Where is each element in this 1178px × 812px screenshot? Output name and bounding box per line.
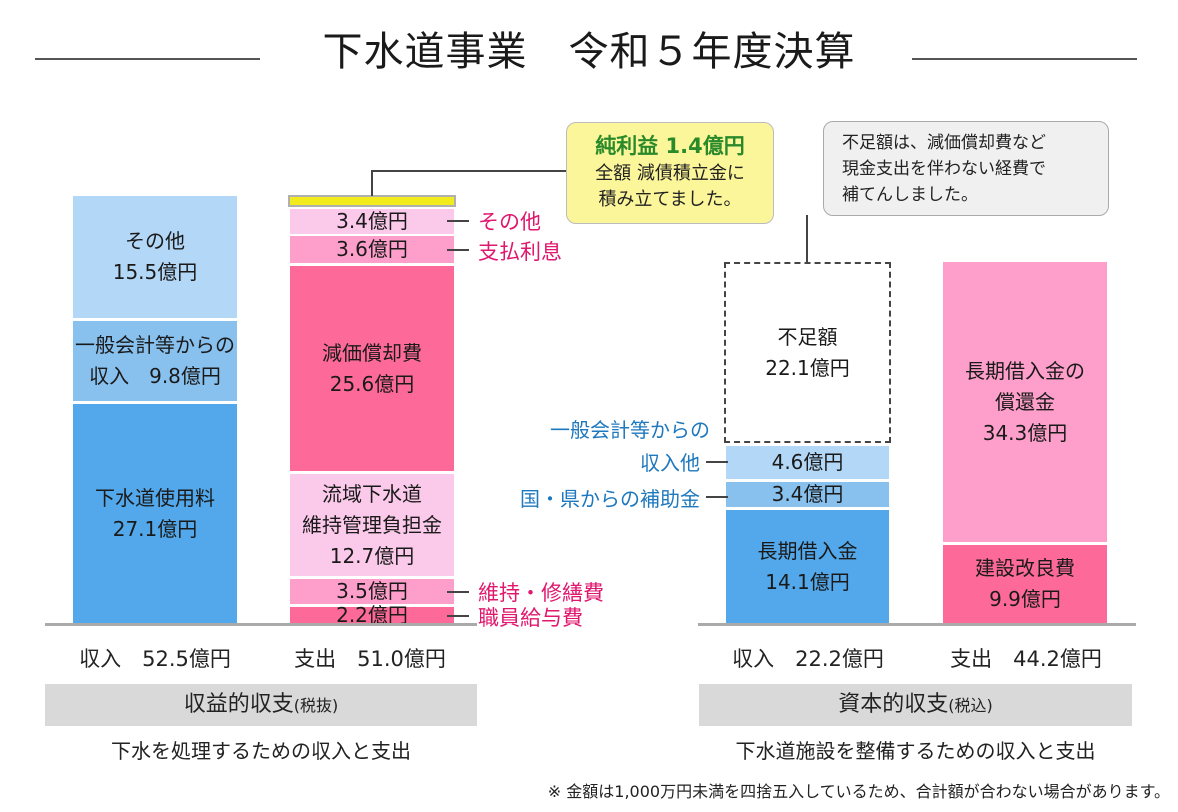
rev-income-general-line1: 一般会計等からの xyxy=(75,333,235,357)
rev-income-general-segment: 一般会計等からの 収入 9.8億円 xyxy=(73,321,237,401)
revenue-section-desc: 下水を処理するための収入と支出 xyxy=(111,739,411,763)
cap-expense-repay-line1: 長期借入金の xyxy=(965,358,1085,383)
rev-expense-repair-value: 3.5億円 xyxy=(336,579,408,603)
profit-callout-leader-h xyxy=(371,170,571,172)
shortfall-callout: 不足額は、減価償却費など 現金支出を伴わない経費で 補てんしました。 xyxy=(823,121,1109,216)
rev-income-other-segment: その他 15.5億円 xyxy=(73,196,237,318)
cap-baseline xyxy=(698,623,1136,626)
cap-income-general-value: 4.6億円 xyxy=(771,450,844,474)
rev-expense-staff-value: 2.2億円 xyxy=(336,603,408,627)
rev-expense-other-segment: 3.4億円 xyxy=(290,209,454,234)
rev-expense-depreciation-segment: 減価償却費 25.6億円 xyxy=(290,266,454,471)
cap-side-tick-general xyxy=(706,461,728,463)
side-tick-repair xyxy=(447,591,469,593)
cap-income-loan-value: 14.1億円 xyxy=(765,569,850,594)
rev-expense-profit-segment xyxy=(288,195,456,207)
rev-expense-basin-line2: 維持管理負担金 xyxy=(302,512,442,537)
rev-expense-interest-segment: 3.6億円 xyxy=(290,236,454,263)
rev-income-other-name: その他 xyxy=(125,229,185,253)
shortfall-callout-line1: 不足額は、減価償却費など xyxy=(842,133,1046,153)
cap-income-subsidy-segment: 3.4億円 xyxy=(726,482,889,507)
cap-income-loan-segment: 長期借入金 14.1億円 xyxy=(726,510,889,623)
side-tick-other xyxy=(447,220,469,222)
shortfall-callout-line2: 現金支出を伴わない経費で xyxy=(842,159,1046,179)
side-tick-staff xyxy=(447,615,469,617)
page-title: 下水道事業 令和５年度決算 xyxy=(322,29,856,75)
footnote: ※ 金額は1,000万円未満を四捨五入しているため、合計額が合わない場合がありま… xyxy=(547,782,1170,801)
capital-section-desc: 下水道施設を整備するための収入と支出 xyxy=(735,739,1096,763)
rev-expense-interest-value: 3.6億円 xyxy=(336,237,408,261)
title-rule-right xyxy=(912,58,1137,60)
capital-section-title: 資本的収支 xyxy=(838,692,949,717)
cap-income-subsidy-value: 3.4億円 xyxy=(771,482,844,506)
revenue-section-note: (税抜) xyxy=(293,696,339,715)
cap-expense-build-value: 9.9億円 xyxy=(989,587,1061,611)
cap-side-general-line2: 収入他 xyxy=(640,451,700,475)
rev-expense-depreciation-name: 減価償却費 xyxy=(322,340,422,365)
rev-income-general-line2: 収入 9.8億円 xyxy=(89,364,221,388)
rev-income-fee-value: 27.1億円 xyxy=(112,516,198,541)
cap-expense-total: 支出 44.2億円 xyxy=(950,647,1102,671)
profit-callout-title: 純利益 1.4億円 xyxy=(595,134,745,158)
shortfall-callout-leader xyxy=(806,215,808,264)
capital-section-note: (税込) xyxy=(948,696,993,715)
cap-income-shortfall-value: 22.1億円 xyxy=(765,355,850,380)
rev-income-fee-name: 下水道使用料 xyxy=(95,485,215,510)
profit-callout-line2: 積み立てました。 xyxy=(598,189,742,210)
rev-expense-depreciation-value: 25.6億円 xyxy=(329,371,415,396)
side-label-other: その他 xyxy=(478,210,541,234)
cap-expense-repay-value: 34.3億円 xyxy=(982,420,1068,445)
cap-expense-repay-line2: 償還金 xyxy=(995,389,1055,414)
cap-income-total: 収入 22.2億円 xyxy=(732,647,884,671)
profit-callout: 純利益 1.4億円 全額 減債積立金に 積み立てました。 xyxy=(566,122,774,224)
cap-income-general-segment: 4.6億円 xyxy=(726,446,889,479)
rev-income-total: 収入 52.5億円 xyxy=(79,647,231,671)
cap-side-general-line1: 一般会計等からの xyxy=(550,418,710,442)
side-tick-interest xyxy=(447,249,469,251)
rev-expense-other-value: 3.4億円 xyxy=(336,209,408,233)
title-rule-left xyxy=(35,58,260,60)
cap-side-subsidy: 国・県からの補助金 xyxy=(520,487,700,511)
rev-income-other-value: 15.5億円 xyxy=(112,260,198,284)
revenue-section-title: 収益的収支 xyxy=(183,692,294,717)
cap-expense-repay-segment: 長期借入金の 償還金 34.3億円 xyxy=(943,262,1107,542)
cap-expense-build-segment: 建設改良費 9.9億円 xyxy=(943,545,1107,623)
side-label-staff: 職員給与費 xyxy=(478,606,583,630)
rev-expense-repair-segment: 3.5億円 xyxy=(290,579,454,604)
cap-income-shortfall-segment: 不足額 22.1億円 xyxy=(724,262,891,443)
side-label-repair: 維持・修繕費 xyxy=(478,581,604,605)
cap-side-tick-subsidy xyxy=(706,496,728,498)
cap-income-loan-name: 長期借入金 xyxy=(757,538,858,563)
side-label-interest: 支払利息 xyxy=(478,240,562,264)
rev-expense-basin-line1: 流域下水道 xyxy=(322,481,422,506)
rev-expense-basin-value: 12.7億円 xyxy=(329,543,415,568)
rev-expense-basin-segment: 流域下水道 維持管理負担金 12.7億円 xyxy=(290,474,454,576)
rev-baseline xyxy=(45,623,477,626)
cap-income-shortfall-name: 不足額 xyxy=(777,324,838,349)
rev-income-fee-segment: 下水道使用料 27.1億円 xyxy=(73,404,237,623)
revenue-section-header: 収益的収支(税抜) xyxy=(45,684,477,726)
profit-callout-line1: 全額 減債積立金に xyxy=(595,163,745,184)
cap-expense-build-name: 建設改良費 xyxy=(975,556,1075,580)
profit-callout-leader-v xyxy=(371,170,373,196)
rev-expense-staff-segment: 2.2億円 xyxy=(290,603,454,627)
shortfall-callout-line3: 補てんしました。 xyxy=(842,185,978,205)
rev-expense-total: 支出 51.0億円 xyxy=(294,647,446,671)
capital-section-header: 資本的収支(税込) xyxy=(699,684,1132,726)
